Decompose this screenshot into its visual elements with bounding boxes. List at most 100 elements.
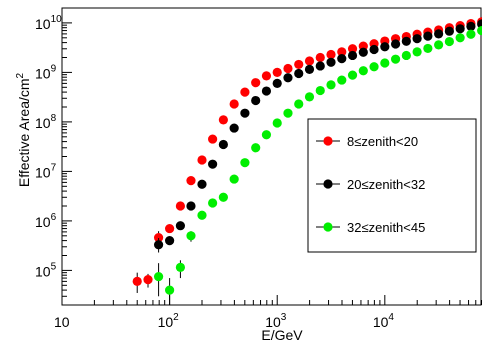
data-point: [401, 36, 411, 46]
data-point: [337, 75, 347, 85]
data-point: [315, 52, 325, 63]
data-point: [143, 275, 153, 285]
data-point: [229, 123, 239, 133]
data-point: [197, 210, 207, 220]
data-point: [186, 176, 196, 186]
data-point: [208, 134, 218, 144]
data-point: [261, 130, 272, 140]
data-point: [251, 78, 261, 88]
x-tick-label: 102: [158, 312, 180, 330]
data-point: [337, 47, 347, 57]
legend-entry-label: 8≤zenith<20: [347, 134, 418, 149]
data-point: [229, 99, 239, 109]
data-point: [153, 271, 164, 282]
data-point: [165, 285, 175, 295]
data-point: [315, 61, 325, 71]
data-point: [218, 192, 228, 202]
data-point: [412, 47, 422, 57]
data-point: [315, 85, 325, 96]
data-point: [240, 87, 250, 97]
data-point: [455, 24, 465, 34]
y-tick-label: 109: [35, 63, 57, 81]
data-point: [251, 95, 261, 106]
data-point: [272, 118, 282, 128]
x-tick-label: 104: [373, 312, 395, 330]
data-point: [347, 70, 358, 80]
data-point: [175, 262, 186, 272]
legend-entry-label: 20≤zenith<32: [347, 177, 425, 192]
data-point: [165, 235, 175, 246]
data-point: [272, 78, 282, 88]
data-point: [390, 39, 401, 49]
data-point: [326, 80, 336, 90]
data-point: [369, 44, 379, 55]
data-point: [412, 34, 422, 44]
data-point: [165, 223, 175, 234]
data-point: [466, 29, 476, 39]
data-point: [283, 108, 293, 118]
data-point: [337, 54, 347, 64]
data-point: [466, 21, 476, 31]
data-point: [434, 40, 444, 50]
data-point: [390, 54, 401, 64]
data-point: [218, 139, 228, 150]
data-point: [153, 240, 164, 250]
data-point: [175, 221, 186, 231]
data-point: [369, 62, 379, 72]
series-3: [153, 25, 482, 305]
data-point: [347, 44, 358, 54]
data-point: [294, 59, 304, 70]
y-axis-title-superscript: 2: [15, 72, 26, 78]
data-point: [477, 25, 482, 36]
y-tick-label: 1010: [35, 14, 62, 32]
data-point: [197, 155, 207, 165]
legend-marker: [323, 222, 333, 232]
data-point: [380, 58, 390, 68]
data-point: [153, 232, 164, 243]
data-point: [326, 57, 336, 67]
data-point: [240, 158, 250, 168]
y-tick-label: 108: [35, 113, 57, 131]
y-axis-title-text: Effective Area/cm: [16, 78, 32, 187]
data-point: [304, 56, 315, 66]
data-point: [208, 198, 218, 208]
data-point: [240, 108, 250, 118]
data-point: [294, 99, 304, 109]
data-point: [283, 63, 293, 74]
data-point: [423, 43, 433, 54]
y-tick-label: 105: [35, 261, 57, 279]
data-point: [294, 68, 304, 79]
series-1: [132, 17, 482, 293]
data-point: [304, 64, 315, 74]
data-point: [229, 174, 239, 184]
data-point: [304, 92, 315, 102]
tick-labels: 10 102 103 104 105 106 107 108 109 1010: [35, 14, 394, 330]
data-point: [444, 26, 454, 36]
data-point: [132, 276, 142, 286]
legend-marker: [323, 136, 333, 146]
y-axis-title: Effective Area/cm2: [15, 72, 32, 187]
data-point: [197, 179, 207, 189]
legend-marker: [323, 179, 333, 189]
data-point: [434, 29, 444, 39]
legend-entry-label: 32≤zenith<45: [347, 220, 425, 235]
legend: 8≤zenith<20 20≤zenith<32 32≤zenith<45: [307, 118, 477, 253]
data-point: [272, 67, 282, 78]
data-point: [358, 66, 368, 76]
x-axis-title: E/GeV: [261, 327, 303, 343]
data-point: [283, 73, 293, 83]
y-tick-label: 107: [35, 162, 57, 180]
x-tick-label: 10: [54, 314, 70, 330]
data-point: [423, 31, 433, 41]
y-tick-label: 106: [35, 212, 57, 230]
data-point: [455, 33, 465, 43]
data-point: [380, 42, 390, 52]
data-point: [326, 49, 336, 60]
data-point: [218, 115, 228, 125]
data-point: [261, 86, 272, 96]
data-point: [251, 143, 261, 153]
data-series: [132, 17, 482, 305]
data-point: [186, 231, 196, 241]
